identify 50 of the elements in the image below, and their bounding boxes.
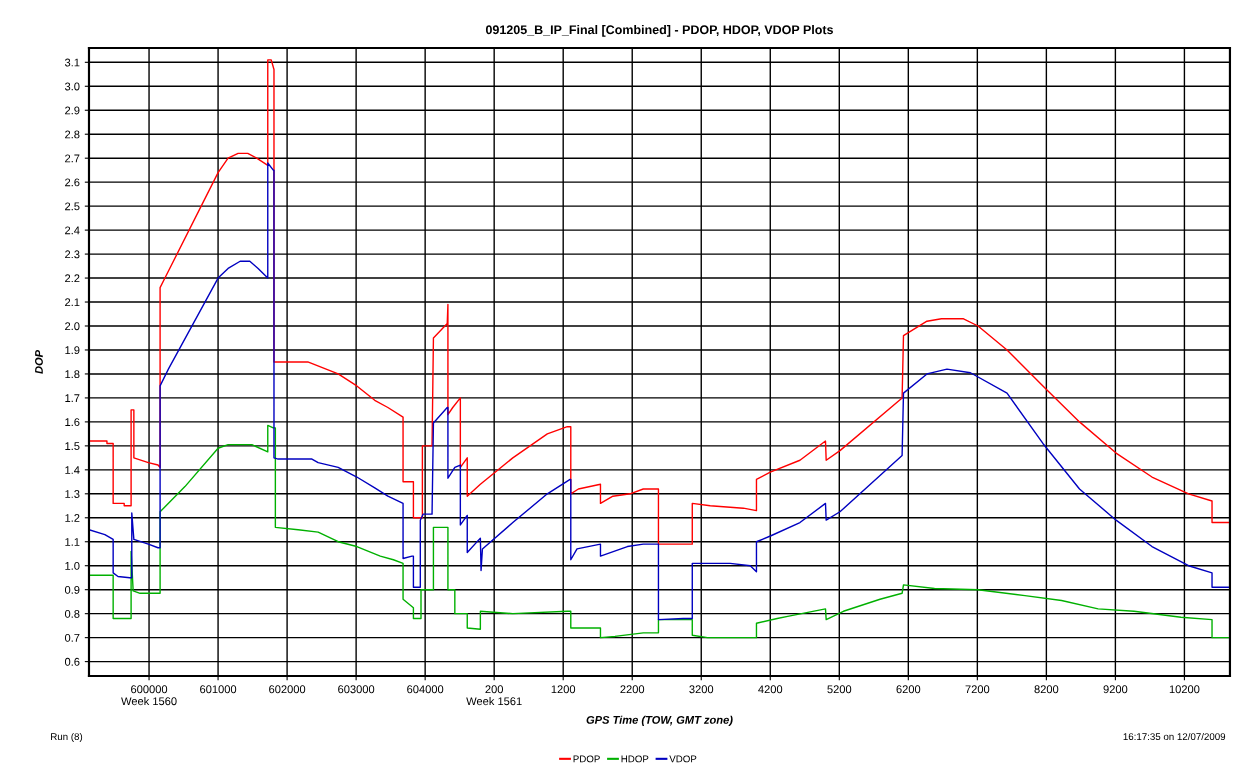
- y-tick-label: 1.8: [65, 370, 80, 379]
- x2-tick-label: 7200: [965, 685, 990, 694]
- y-tick-label: 1.0: [65, 561, 80, 570]
- legend-label: PDOP: [573, 755, 600, 763]
- y-tick-label: 2.6: [65, 178, 80, 187]
- x-tick-label: 603000: [338, 685, 375, 694]
- legend-label: VDOP: [669, 755, 697, 763]
- y-tick-label: 2.3: [65, 250, 80, 259]
- y-tick-label: 1.4: [65, 466, 80, 474]
- text: 16:17:35 on 12/07/2009: [1123, 732, 1226, 741]
- x-tick-label: 601000: [200, 685, 237, 694]
- x2-tick-label: 200 Week 1561: [466, 685, 522, 706]
- y-axis-title: DOP: [35, 349, 43, 374]
- x-tick-label: 604000: [407, 685, 444, 694]
- x2-tick-label: 5200: [827, 685, 852, 694]
- y-tick-label: 2.0: [65, 322, 80, 331]
- chart-title: 091205_B_IP_Final [Combined] - PDOP, HDOP, VDOP Plots: [485, 24, 833, 37]
- x2-tick-label: 6200: [896, 685, 921, 694]
- legend-label: HDOP: [621, 755, 649, 763]
- x2-tick-label: 8200: [1034, 685, 1059, 694]
- x2-tick-label: 2200: [620, 685, 645, 694]
- x2-tick-label: 9200: [1103, 685, 1128, 694]
- x2-tick-label: 4200: [758, 685, 783, 694]
- y-tick-label: 0.6: [64, 657, 80, 666]
- y-tick-label: 2.4: [65, 226, 80, 235]
- y-tick-label: 1.9: [65, 346, 80, 355]
- x2-tick-label: 1200: [551, 685, 576, 694]
- y-tick-label: 0.9: [64, 585, 80, 594]
- x2-tick-label: 3200: [689, 685, 714, 694]
- y-tick-label: 0.8: [64, 609, 80, 618]
- y-tick-label: 2.7: [65, 154, 80, 163]
- y-tick-label: 1.1: [65, 538, 80, 546]
- x-tick-label: 600000 Week 1560: [121, 685, 177, 706]
- y-tick-label: 1.6: [65, 418, 80, 427]
- x2-tick-label: 10200: [1169, 685, 1200, 694]
- x-tick-label: 602000: [269, 685, 306, 694]
- y-tick-label: 1.2: [65, 514, 80, 522]
- y-tick-label: 1.5: [65, 442, 80, 450]
- y-tick-label: 3.1: [64, 58, 80, 67]
- y-tick-label: 2.1: [65, 298, 80, 307]
- y-tick-label: 2.8: [65, 130, 80, 139]
- y-tick-label: 1.3: [65, 490, 80, 498]
- y-tick-label: 0.7: [64, 633, 80, 642]
- text: Run (8): [51, 732, 83, 742]
- y-tick-label: 2.9: [65, 106, 80, 115]
- y-tick-label: 2.5: [65, 202, 80, 211]
- y-tick-label: 3.0: [64, 82, 80, 91]
- y-tick-label: 2.2: [65, 274, 80, 283]
- x-axis-title: GPS Time (TOW, GMT zone): [586, 715, 733, 727]
- y-tick-label: 1.7: [65, 394, 80, 402]
